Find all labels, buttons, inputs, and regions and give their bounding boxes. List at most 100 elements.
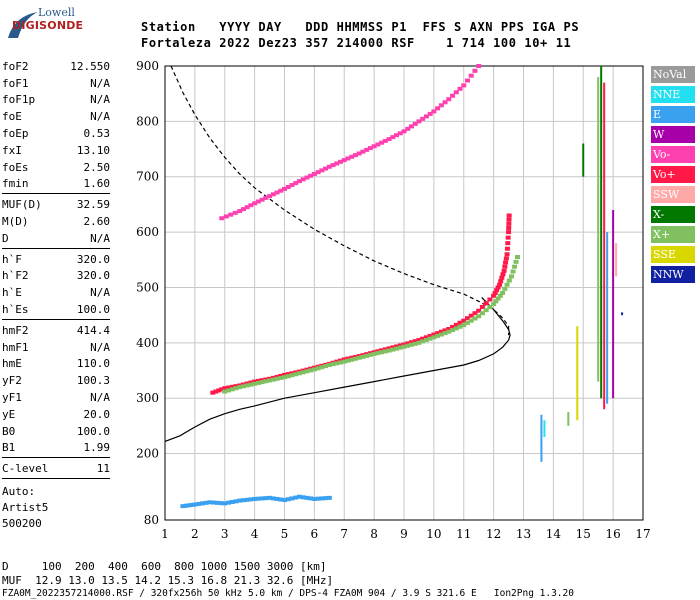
- trace-point: [345, 358, 351, 363]
- trace-point: [225, 385, 231, 390]
- legend-item: Vo-: [651, 146, 695, 163]
- trace-point: [289, 373, 295, 378]
- header-line2: Fortaleza 2022 Dez23 357 214000 RSF 1 71…: [141, 36, 572, 50]
- param-row: foF1 N/A: [2, 75, 110, 92]
- trace-point: [382, 349, 388, 354]
- trace-point: [412, 121, 418, 126]
- trace-point: [282, 498, 287, 503]
- trace-point: [375, 351, 381, 356]
- trace-point: [509, 274, 515, 279]
- param-label: hmF2: [2, 323, 29, 337]
- trace-point: [252, 379, 258, 384]
- trace-point: [267, 495, 273, 500]
- trace-point: [500, 291, 506, 295]
- trace-point: [364, 353, 370, 358]
- param-separator: [2, 247, 110, 249]
- trace-point: [308, 368, 314, 373]
- legend-item: NNW: [651, 266, 695, 283]
- trace-point: [326, 362, 332, 367]
- trace-point: [498, 279, 504, 284]
- header-line1: Station YYYY DAY DDD HHMMSS P1 FFS S AXN…: [141, 20, 580, 34]
- trace-point: [375, 142, 381, 147]
- trace-point: [308, 496, 314, 501]
- trace-point: [285, 184, 291, 189]
- trace-point: [371, 351, 377, 356]
- param-label: foEp: [2, 127, 29, 141]
- trace-point: [401, 344, 407, 349]
- trace-point: [338, 360, 344, 365]
- trace-point: [501, 268, 507, 273]
- trace-point: [345, 156, 351, 161]
- param-value: 2.60: [83, 215, 111, 229]
- param-label: hmF1: [2, 340, 29, 354]
- trace-point: [259, 380, 265, 385]
- trace-point: [446, 97, 452, 102]
- trace-point: [408, 342, 414, 347]
- trace-point: [225, 500, 231, 505]
- trace-point: [330, 362, 336, 367]
- trace-point: [405, 341, 411, 346]
- x-tick-label: 2: [191, 527, 199, 541]
- trace-point: [267, 194, 273, 199]
- param-label: B1: [2, 441, 16, 455]
- trace-point: [274, 496, 280, 501]
- trace-point: [491, 302, 497, 307]
- trace-point: [450, 93, 456, 98]
- trace-point: [323, 496, 329, 501]
- trace-point: [270, 496, 276, 501]
- trace-point: [300, 177, 306, 182]
- trace-point: [356, 151, 362, 156]
- trace-point: [315, 496, 321, 501]
- logo: [4, 6, 74, 42]
- trace-point: [438, 332, 444, 337]
- trace-point: [219, 216, 225, 221]
- trace-point: [323, 364, 329, 369]
- param-row: h`F2 320.0: [2, 268, 110, 285]
- trace-point: [315, 170, 321, 175]
- trace-point: [505, 235, 511, 240]
- x-tick-label: 16: [605, 527, 620, 541]
- trace-point: [219, 387, 225, 392]
- x-tick-label: 12: [486, 527, 501, 541]
- param-row: hmF2 414.4: [2, 322, 110, 339]
- trace-point: [237, 385, 243, 390]
- param-value: N/A: [90, 391, 110, 405]
- param-value: N/A: [90, 76, 110, 90]
- trace-point: [515, 255, 521, 260]
- trace-point: [293, 495, 299, 500]
- trace-point: [263, 379, 269, 384]
- param-value: 32.59: [76, 198, 110, 212]
- trace-point: [379, 350, 385, 355]
- trace-point: [263, 496, 269, 501]
- trace-point: [446, 326, 452, 331]
- x-tick-label: 8: [370, 527, 378, 541]
- x-tick-label: 7: [340, 527, 348, 541]
- trace-point: [468, 73, 474, 78]
- param-row: foEs 2.50: [2, 159, 110, 176]
- trace-point: [341, 357, 347, 362]
- trace-point: [274, 376, 280, 381]
- trace-point: [483, 301, 489, 306]
- trace-point: [330, 163, 336, 168]
- trace-point: [341, 158, 347, 163]
- trace-point: [442, 331, 448, 336]
- trace-point: [412, 339, 418, 344]
- trace-point: [390, 345, 396, 350]
- trace-point: [207, 500, 213, 505]
- trace-point: [416, 119, 422, 124]
- trace-point: [252, 381, 258, 386]
- param-value: 1.99: [83, 441, 111, 455]
- param-separator: [2, 478, 110, 480]
- trace-point: [278, 497, 284, 502]
- trace-point: [289, 496, 295, 501]
- trace-point: [390, 135, 396, 140]
- trace-point: [438, 103, 444, 108]
- param-value: N/A: [90, 286, 110, 300]
- trace-point: [453, 90, 459, 95]
- trace-point: [326, 164, 332, 169]
- trace-point: [401, 342, 407, 347]
- trace-point: [468, 313, 474, 318]
- trace-point: [196, 501, 202, 506]
- trace-point: [405, 126, 411, 131]
- trace-point: [500, 272, 506, 277]
